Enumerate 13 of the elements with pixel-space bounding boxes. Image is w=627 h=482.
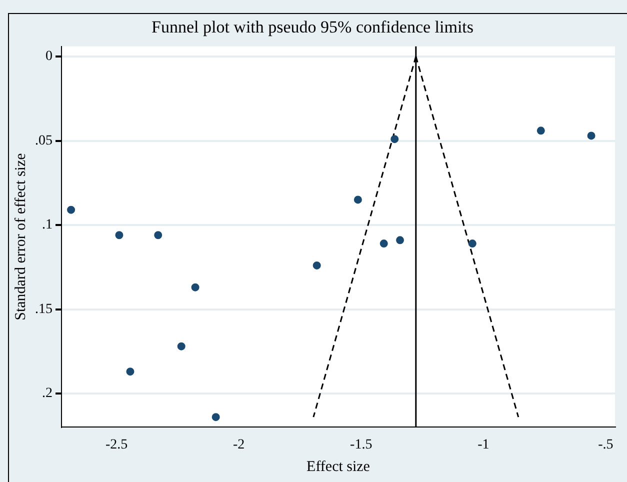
x-tick-label: -1 — [478, 437, 490, 452]
chart-title: Funnel plot with pseudo 95% confidence limits — [151, 18, 474, 37]
x-axis-title: Effect size — [306, 458, 370, 475]
x-tick-label: -2.5 — [105, 437, 128, 452]
y-tick-label: .2 — [42, 386, 52, 402]
y-axis-title: Standard error of effect size — [12, 152, 29, 320]
x-tick-label: -2 — [232, 437, 245, 452]
y-tick-label: .15 — [35, 302, 52, 317]
y-tick-label: .1 — [42, 218, 52, 233]
x-tick-label: -1.5 — [350, 437, 372, 452]
x-tick-label: -.5 — [598, 437, 614, 452]
y-tick-label: 0 — [46, 49, 52, 64]
y-tick-label: .05 — [35, 133, 52, 148]
